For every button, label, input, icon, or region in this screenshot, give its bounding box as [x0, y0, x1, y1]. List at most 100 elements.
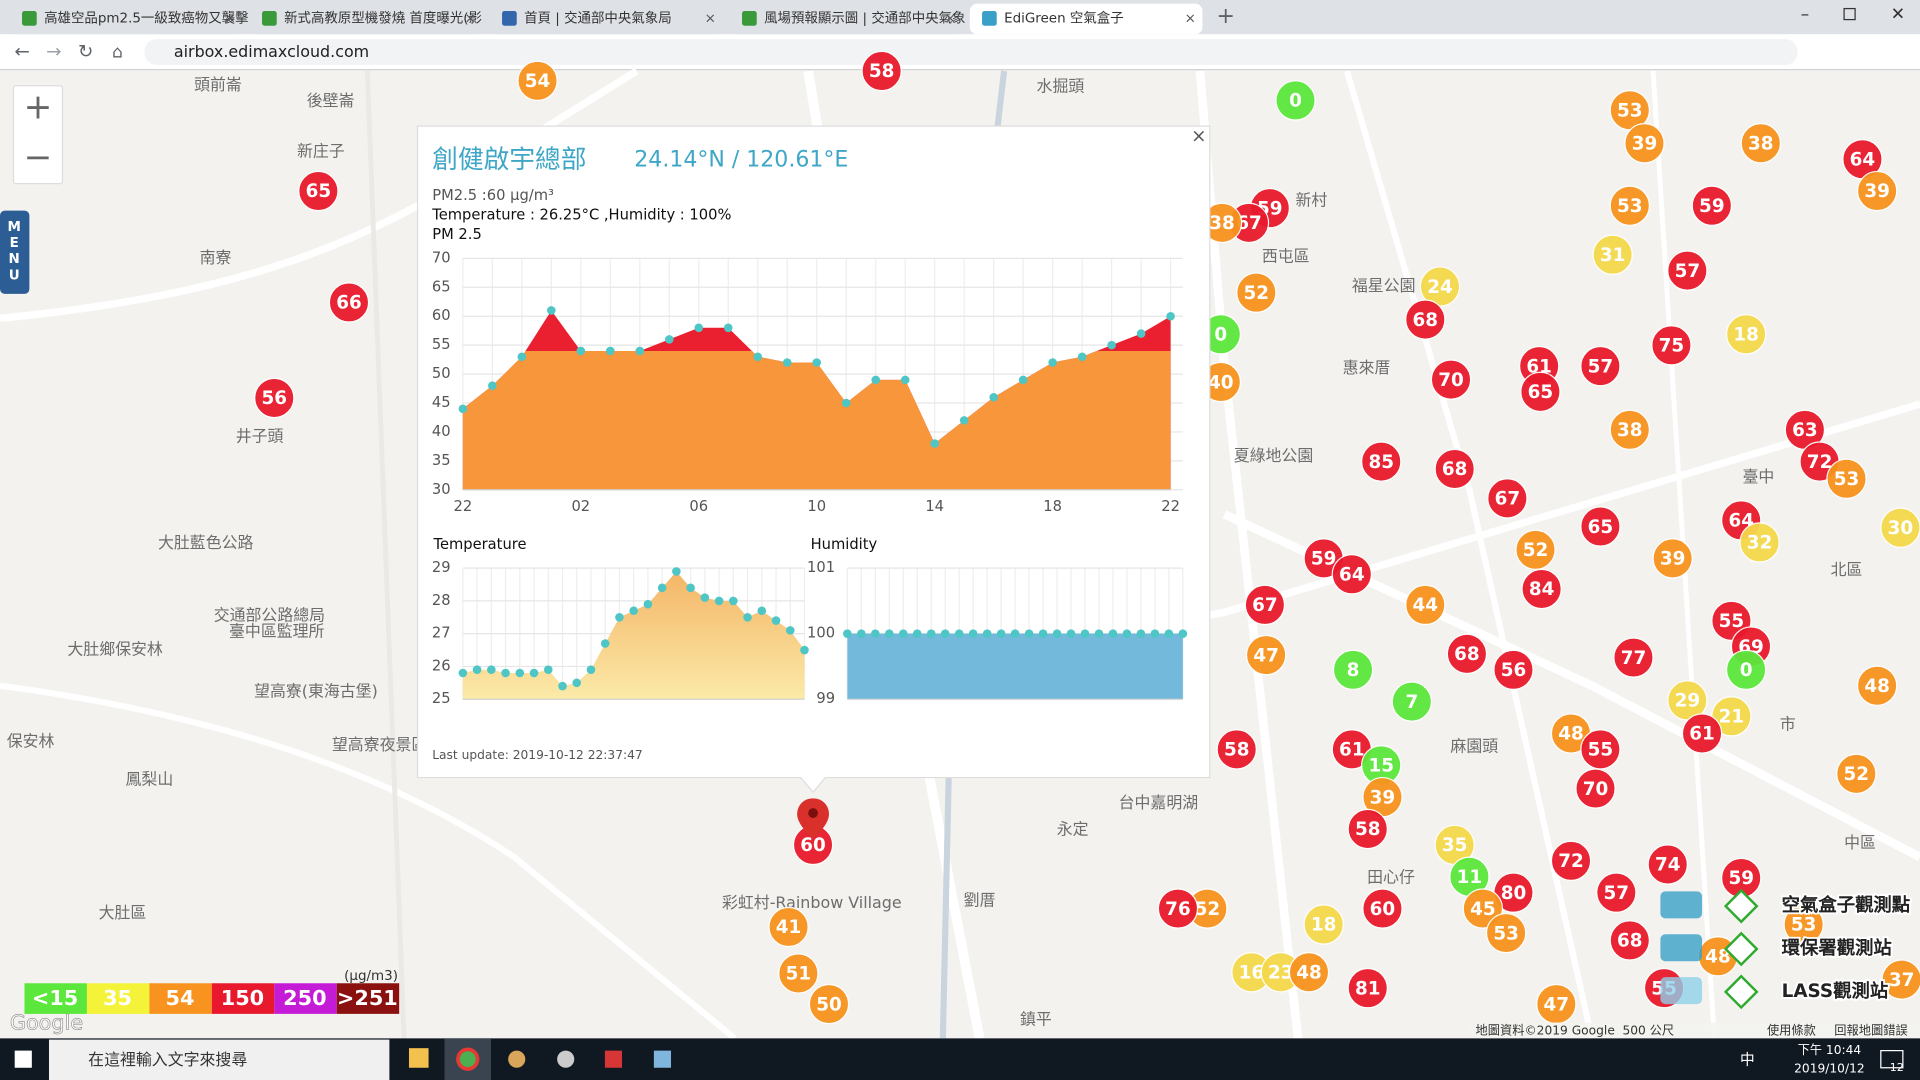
marker[interactable]: [1651, 325, 1692, 366]
marker[interactable]: [1288, 952, 1330, 993]
marker[interactable]: [778, 953, 819, 994]
marker[interactable]: [1216, 729, 1257, 770]
marker[interactable]: [1783, 904, 1824, 945]
marker[interactable]: [1446, 633, 1488, 675]
marker[interactable]: [1157, 888, 1199, 929]
marker[interactable]: [328, 282, 370, 323]
marker[interactable]: [1405, 299, 1446, 340]
marker[interactable]: [1362, 888, 1403, 929]
marker[interactable]: [1347, 967, 1388, 1009]
marker[interactable]: [808, 983, 850, 1025]
marker[interactable]: [1236, 272, 1277, 313]
marker[interactable]: [861, 50, 902, 92]
marker[interactable]: [1331, 554, 1373, 595]
marker[interactable]: [1740, 123, 1782, 164]
tab[interactable]: [489, 3, 723, 35]
marker[interactable]: [1856, 170, 1898, 212]
point: [515, 668, 525, 678]
tab-close[interactable]: ×: [945, 11, 956, 26]
marker[interactable]: [1836, 753, 1877, 795]
app-6[interactable]: [653, 1050, 672, 1068]
tab[interactable]: [249, 3, 483, 35]
popup-close[interactable]: ×: [1191, 126, 1206, 147]
marker[interactable]: [1303, 904, 1344, 945]
ime[interactable]: 中: [1740, 1051, 1755, 1068]
marker[interactable]: [1739, 522, 1780, 563]
marker[interactable]: [517, 60, 558, 102]
close-window[interactable]: ✕: [1891, 5, 1905, 25]
footer-text[interactable]: 使用條款: [1767, 1023, 1816, 1038]
zoom-in[interactable]: +: [24, 87, 53, 127]
app-3[interactable]: [508, 1050, 526, 1068]
marker[interactable]: [1347, 808, 1388, 850]
marker[interactable]: [1613, 637, 1654, 678]
marker[interactable]: [1596, 872, 1637, 913]
marker[interactable]: [1575, 768, 1616, 809]
marker[interactable]: [1725, 649, 1767, 690]
tab-close[interactable]: ×: [225, 11, 236, 26]
tab-close[interactable]: ×: [465, 11, 476, 26]
marker-value: 44: [1413, 595, 1439, 616]
marker[interactable]: [1245, 634, 1287, 676]
marker[interactable]: [1647, 844, 1688, 885]
tab[interactable]: [969, 3, 1203, 35]
marker[interactable]: [1691, 185, 1733, 226]
point: [629, 606, 638, 616]
marker[interactable]: [1515, 529, 1556, 570]
marker[interactable]: [1856, 665, 1898, 706]
marker[interactable]: [1881, 959, 1920, 1000]
marker[interactable]: [298, 170, 339, 212]
back-button[interactable]: ←: [14, 42, 29, 63]
footer-text[interactable]: 回報地圖錯誤: [1834, 1023, 1907, 1038]
marker[interactable]: [1550, 840, 1592, 882]
marker-value: 85: [1368, 452, 1394, 473]
zoom-out[interactable]: −: [24, 138, 53, 178]
marker[interactable]: [1521, 568, 1562, 610]
menu-button[interactable]: [0, 210, 30, 294]
tab-close[interactable]: ×: [705, 11, 716, 26]
marker[interactable]: [1485, 912, 1527, 954]
tab-close[interactable]: ×: [1185, 11, 1196, 26]
address-box[interactable]: [144, 39, 1798, 65]
start-button[interactable]: [14, 1050, 32, 1068]
marker[interactable]: [1609, 920, 1650, 961]
tab[interactable]: [9, 3, 243, 35]
marker[interactable]: [1667, 250, 1708, 291]
search-box[interactable]: [48, 1039, 390, 1080]
marker[interactable]: [1652, 538, 1693, 579]
marker[interactable]: [1434, 448, 1475, 490]
marker[interactable]: [1580, 506, 1621, 547]
marker[interactable]: [1592, 234, 1633, 275]
marker[interactable]: [1244, 584, 1286, 626]
new-tab[interactable]: +: [1216, 4, 1234, 29]
marker[interactable]: [1681, 713, 1723, 754]
marker[interactable]: [1826, 458, 1867, 499]
marker[interactable]: [1493, 649, 1534, 690]
marker[interactable]: [768, 906, 809, 948]
marker[interactable]: [1361, 441, 1402, 482]
marker[interactable]: [1725, 314, 1767, 355]
forward-button[interactable]: →: [46, 42, 61, 63]
marker[interactable]: [254, 377, 295, 419]
marker[interactable]: [1275, 80, 1316, 121]
app-5[interactable]: [604, 1050, 623, 1068]
marker[interactable]: [1520, 371, 1561, 413]
app-4[interactable]: [557, 1050, 575, 1068]
marker[interactable]: [1580, 345, 1621, 387]
marker[interactable]: [1405, 584, 1446, 626]
marker[interactable]: [1880, 507, 1920, 548]
minimize[interactable]: –: [1801, 5, 1810, 25]
marker[interactable]: [1609, 409, 1650, 450]
marker[interactable]: [1609, 185, 1650, 226]
tab[interactable]: [729, 3, 963, 35]
marker[interactable]: [1391, 681, 1433, 722]
marker[interactable]: [1332, 649, 1374, 690]
marker[interactable]: [1624, 123, 1665, 164]
home-button[interactable]: ⌂: [112, 43, 123, 63]
marker[interactable]: [1487, 478, 1528, 519]
marker[interactable]: [1430, 359, 1472, 400]
reload-button[interactable]: ↻: [78, 42, 93, 63]
app-explorer[interactable]: [408, 1048, 429, 1068]
notification-icon[interactable]: [1880, 1050, 1904, 1069]
maximize[interactable]: [1843, 7, 1856, 21]
